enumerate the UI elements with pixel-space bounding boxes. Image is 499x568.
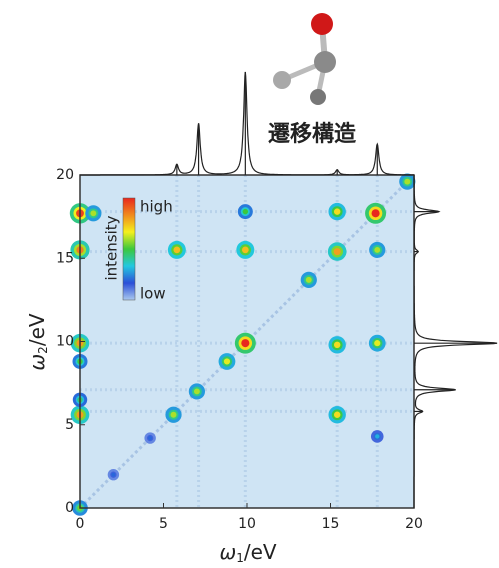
spot-core bbox=[334, 342, 340, 348]
x-tick-label: 5 bbox=[159, 516, 168, 532]
spot bbox=[168, 241, 186, 259]
spot bbox=[85, 205, 101, 221]
spot-core bbox=[242, 247, 249, 254]
top-spectrum-line bbox=[80, 72, 414, 175]
spot bbox=[108, 469, 119, 480]
y-tick-label: 20 bbox=[56, 167, 74, 183]
spot-core bbox=[375, 434, 379, 438]
y-tick-label: 15 bbox=[56, 250, 74, 266]
y-tick-label: 5 bbox=[65, 417, 74, 433]
molecule bbox=[273, 13, 336, 105]
colorbar-title: intensity bbox=[103, 215, 121, 280]
x-tick-label: 15 bbox=[322, 516, 340, 532]
spot bbox=[369, 242, 385, 258]
x-tick-label: 20 bbox=[405, 516, 423, 532]
symbol: ω bbox=[219, 540, 236, 564]
spot-core bbox=[243, 209, 248, 214]
spot-core bbox=[334, 208, 340, 214]
spot bbox=[236, 241, 254, 259]
spot-core bbox=[148, 436, 152, 440]
colorbar-low: low bbox=[140, 285, 166, 303]
spot bbox=[219, 353, 236, 370]
subscript: 1 bbox=[236, 551, 244, 565]
x-tick-label: 10 bbox=[238, 516, 256, 532]
unit: /eV bbox=[244, 540, 277, 564]
y-tick-label: 10 bbox=[56, 334, 74, 350]
spot-core bbox=[90, 210, 96, 216]
spot-core bbox=[372, 209, 380, 217]
x-tick-label: 0 bbox=[76, 516, 85, 532]
atom bbox=[311, 13, 333, 35]
symbol: ω bbox=[25, 354, 49, 371]
x-axis-label: ω1/eV bbox=[219, 540, 276, 565]
spot bbox=[189, 383, 205, 399]
spot bbox=[328, 336, 345, 353]
spot bbox=[328, 242, 347, 261]
y-axis-label: ω2/eV bbox=[25, 313, 50, 370]
spot bbox=[369, 335, 386, 352]
annotation: 遷移構造 bbox=[268, 121, 356, 147]
spot-core bbox=[194, 388, 200, 394]
spot-core bbox=[374, 247, 380, 253]
spot-core bbox=[404, 179, 410, 185]
atom bbox=[314, 51, 336, 73]
spot-core bbox=[334, 248, 341, 255]
figure: 遷移構造 ω1/eV ω2/eV 0510152005101520highlow… bbox=[0, 0, 499, 568]
spot bbox=[301, 272, 317, 288]
spot bbox=[371, 430, 384, 443]
spot bbox=[365, 203, 386, 224]
atom bbox=[273, 71, 291, 89]
unit: /eV bbox=[25, 313, 49, 346]
colorbar-high: high bbox=[140, 198, 173, 216]
colorbar bbox=[123, 198, 135, 300]
atom bbox=[310, 89, 326, 105]
spot-core bbox=[171, 412, 177, 418]
spot-core bbox=[173, 247, 180, 254]
spot-core bbox=[306, 277, 312, 283]
spot-core bbox=[334, 412, 340, 418]
spot bbox=[328, 203, 345, 220]
spot bbox=[144, 432, 155, 443]
spot bbox=[235, 333, 256, 354]
spot-core bbox=[241, 339, 249, 347]
side-spectrum-line bbox=[414, 175, 497, 508]
y-tick-label: 0 bbox=[65, 500, 74, 516]
subscript: 2 bbox=[36, 346, 50, 354]
spot bbox=[165, 407, 181, 423]
spot-core bbox=[374, 340, 380, 346]
spot bbox=[238, 204, 253, 219]
spot-core bbox=[224, 358, 230, 364]
spot-core bbox=[112, 473, 116, 477]
spot bbox=[328, 406, 345, 423]
spot bbox=[399, 174, 415, 190]
